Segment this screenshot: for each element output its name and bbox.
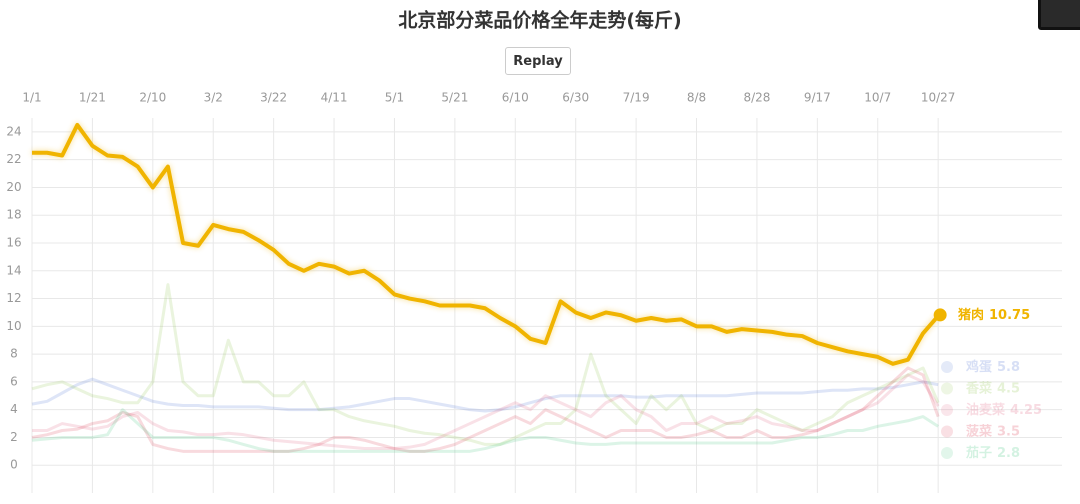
replay-button[interactable]: Replay: [505, 47, 571, 75]
series-label: 猪肉 10.75: [957, 306, 1030, 322]
y-tick-label: 4: [10, 402, 18, 416]
legend-dot: [941, 382, 953, 395]
legend-value: 2.8: [997, 446, 1020, 461]
series-name: 猪肉: [957, 306, 984, 322]
x-tick-label: 5/21: [441, 91, 468, 105]
y-tick-label: 0: [10, 458, 18, 472]
corner-widget: [1038, 0, 1080, 30]
legend-label: 茄子 2.8: [965, 445, 1020, 461]
legend-value: 4.5: [997, 381, 1020, 396]
legend-name: 茄子: [965, 445, 992, 461]
x-tick-label: 7/19: [623, 91, 650, 105]
chart-title: 北京部分菜品价格全年走势(每斤): [398, 9, 681, 32]
y-tick-label: 2: [10, 430, 18, 444]
legend-value: 5.8: [997, 360, 1020, 375]
x-tick-label: 9/17: [804, 91, 831, 105]
series-line: [31, 366, 940, 453]
legend-name: 菠菜: [966, 423, 992, 439]
y-tick-label: 20: [6, 180, 21, 194]
legend-dot: [941, 361, 953, 373]
y-tick-label: 8: [10, 347, 18, 361]
end-point: [933, 308, 947, 322]
y-tick-label: 10: [6, 319, 21, 333]
x-tick-label: 5/1: [385, 91, 404, 105]
y-tick-label: 24: [6, 124, 21, 138]
x-tick-label: 3/2: [204, 91, 223, 105]
y-tick-label: 14: [6, 263, 21, 277]
x-tick-label: 8/28: [743, 91, 770, 105]
series-value: 10.75: [989, 307, 1030, 322]
legend-label: 菠菜 3.5: [966, 423, 1020, 439]
x-tick-label: 10/7: [864, 91, 891, 105]
y-tick-label: 16: [6, 236, 21, 250]
series-line: [32, 122, 940, 366]
x-tick-label: 6/30: [562, 91, 589, 105]
legend-value: 4.25: [1010, 403, 1042, 418]
legend-label: 香菜 4.5: [965, 380, 1020, 396]
series-line: [31, 408, 939, 453]
x-tick-label: 1/1: [22, 91, 41, 105]
series-line: [31, 283, 940, 446]
legend-label: 油麦菜 4.25: [966, 402, 1042, 418]
legend-dot: [941, 404, 953, 416]
x-tick-label: 3/22: [260, 91, 287, 105]
legend-dot: [941, 447, 953, 459]
legend-value: 3.5: [997, 424, 1020, 439]
x-tick-label: 10/27: [921, 91, 956, 105]
y-tick-label: 18: [6, 208, 21, 222]
legend-name: 油麦菜: [966, 402, 1005, 418]
series-line: [32, 373, 940, 451]
y-tick-label: 22: [6, 152, 21, 166]
x-tick-label: 8/8: [687, 91, 706, 105]
x-tick-label: 4/11: [321, 91, 348, 105]
x-tick-label: 1/21: [79, 91, 106, 105]
series-line: [31, 377, 939, 413]
legend-label: 鸡蛋 5.8: [965, 359, 1020, 375]
y-tick-label: 6: [10, 374, 18, 388]
y-tick-label: 12: [6, 291, 21, 305]
x-tick-label: 6/10: [502, 91, 529, 105]
legend-name: 鸡蛋: [965, 359, 992, 375]
legend-name: 香菜: [965, 380, 992, 396]
legend-dot: [941, 425, 953, 438]
x-tick-label: 2/10: [139, 91, 166, 105]
